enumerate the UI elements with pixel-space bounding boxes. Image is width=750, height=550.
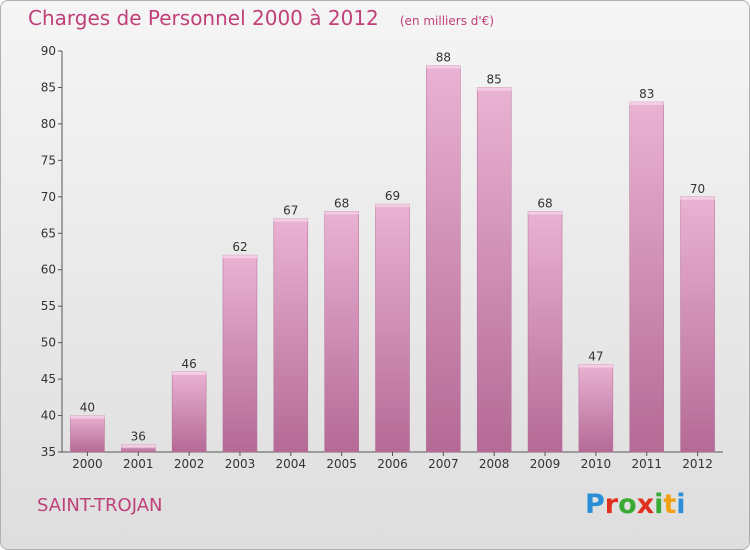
- y-tick-label: 75: [41, 153, 56, 167]
- bar-top-highlight: [680, 196, 715, 200]
- bar-top-highlight: [477, 87, 512, 91]
- y-tick-label: 40: [41, 409, 56, 423]
- logo-letter: P: [585, 489, 605, 520]
- bar-top-highlight: [375, 204, 410, 208]
- bar-2010: [578, 364, 614, 453]
- y-tick-label: 35: [41, 445, 56, 459]
- x-tick-label-2001: 2001: [123, 457, 154, 471]
- x-tick-label-2007: 2007: [428, 457, 459, 471]
- proxiti-logo: Proxiti: [585, 489, 686, 520]
- bar-top-highlight: [172, 371, 207, 375]
- data-label-2004: 67: [283, 204, 298, 218]
- x-tick-label-2002: 2002: [174, 457, 205, 471]
- data-label-2011: 83: [639, 87, 654, 101]
- logo-letter: o: [618, 489, 637, 520]
- x-tick-label-2012: 2012: [682, 457, 713, 471]
- data-label-2001: 36: [131, 430, 146, 444]
- logo-letter: x: [636, 489, 655, 520]
- data-label-2005: 68: [334, 196, 349, 210]
- bar-top-highlight: [121, 444, 156, 448]
- data-label-2002: 46: [181, 357, 196, 371]
- bar-2005: [324, 211, 359, 453]
- y-tick-label: 55: [41, 299, 56, 313]
- bar-2008: [476, 87, 512, 453]
- chart-title-row: Charges de Personnel 2000 à 2012 (en mil…: [28, 6, 494, 30]
- data-label-2010: 47: [588, 350, 603, 364]
- x-tick-label-2004: 2004: [276, 457, 307, 471]
- bar-2009: [527, 211, 563, 453]
- data-label-2006: 69: [385, 189, 400, 203]
- x-tick-label-2005: 2005: [326, 457, 357, 471]
- bar-top-highlight: [222, 255, 257, 259]
- bar-top-highlight: [70, 415, 105, 419]
- y-tick-label: 60: [41, 263, 56, 277]
- data-label-2000: 40: [80, 401, 95, 415]
- y-tick-label: 65: [41, 226, 56, 240]
- y-tick-label: 70: [41, 190, 56, 204]
- x-tick-label-2010: 2010: [581, 457, 612, 471]
- bar-2002: [171, 371, 207, 453]
- chart-unit: (en milliers d'€): [399, 14, 494, 28]
- town-name: SAINT-TROJAN: [37, 495, 163, 516]
- bar-2007: [426, 65, 461, 453]
- logo-letter: i: [676, 489, 686, 520]
- logo-letter: t: [663, 489, 677, 520]
- data-label-2003: 62: [232, 240, 247, 254]
- x-tick-label-2009: 2009: [530, 457, 561, 471]
- bar-top-highlight: [273, 218, 308, 222]
- bar-top-highlight: [578, 364, 613, 368]
- bar-2012: [680, 196, 715, 453]
- x-tick-label-2003: 2003: [225, 457, 256, 471]
- bar-top-highlight: [324, 211, 359, 215]
- bar-2003: [222, 254, 258, 453]
- y-tick-label: 45: [41, 372, 56, 386]
- bar-2004: [273, 218, 309, 453]
- bar-top-highlight: [426, 65, 461, 69]
- bar-top-highlight: [629, 102, 664, 106]
- logo-letter: i: [654, 489, 664, 520]
- chart-title: Charges de Personnel 2000 à 2012: [28, 6, 379, 30]
- x-tick-label-2011: 2011: [631, 457, 662, 471]
- logo-letter: r: [604, 489, 619, 520]
- x-tick-label-2000: 2000: [72, 457, 103, 471]
- data-label-2008: 85: [487, 72, 502, 86]
- y-tick-label: 85: [41, 80, 56, 94]
- y-tick-label: 50: [41, 336, 56, 350]
- y-tick-label: 80: [41, 117, 56, 131]
- bar-2000: [70, 415, 105, 453]
- x-tick-label-2006: 2006: [377, 457, 408, 471]
- data-label-2012: 70: [690, 182, 705, 196]
- y-tick-label: 90: [41, 44, 56, 58]
- bar-top-highlight: [528, 211, 563, 215]
- x-tick-label-2008: 2008: [479, 457, 510, 471]
- bar-2006: [375, 203, 410, 453]
- data-label-2007: 88: [436, 51, 451, 65]
- data-label-2009: 68: [537, 196, 552, 210]
- bar-2011: [629, 101, 664, 453]
